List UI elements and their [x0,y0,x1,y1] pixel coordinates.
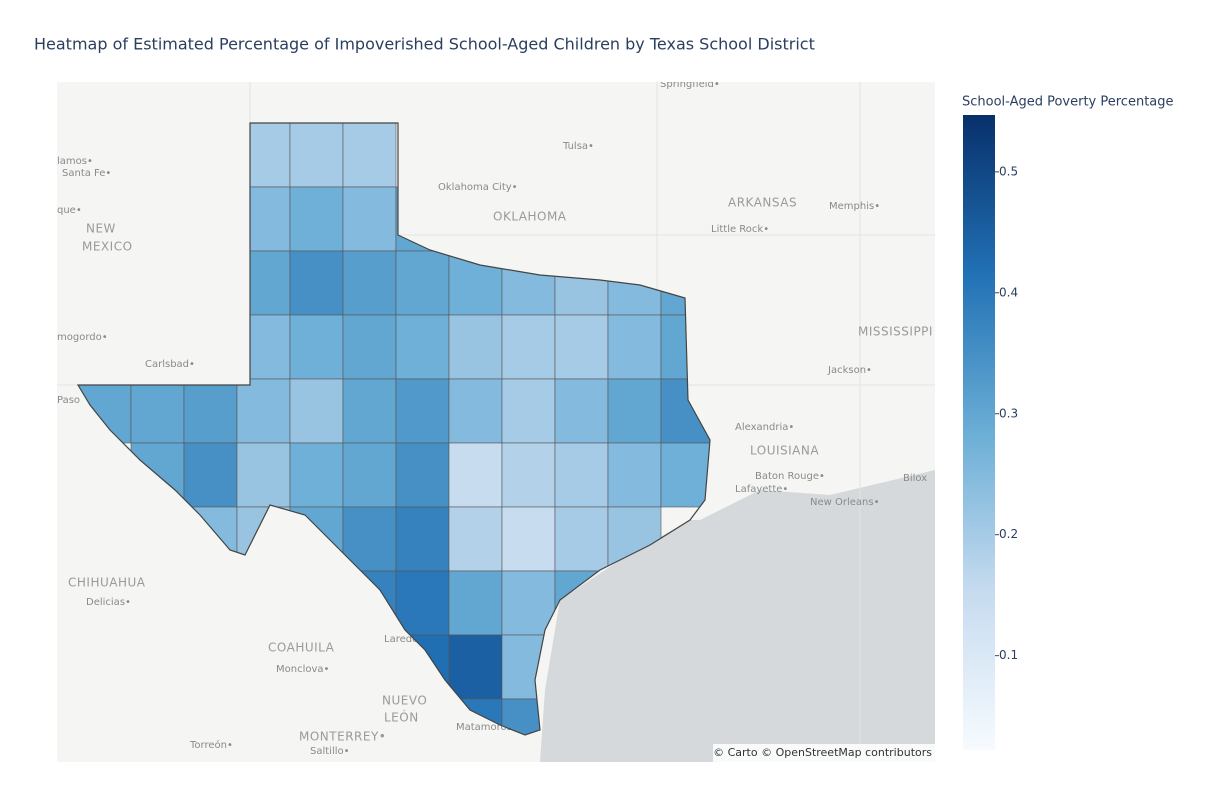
district-cell [501,378,556,444]
district-cell [289,123,344,188]
place-label: New Orleans• [810,497,879,508]
district-cell [448,570,503,636]
colorbar-tick-label: 0.1 [999,648,1018,662]
district-cell [395,250,450,316]
place-label: Laredo [384,634,418,645]
district-cell [554,506,609,572]
place-label: Lafayette• [735,484,788,495]
district-cell [289,250,344,316]
district-cell [501,570,556,636]
district-cell [607,314,662,380]
place-label: Memphis• [829,201,880,212]
place-label: LOUISIANA [750,444,819,458]
district-cell [448,314,503,380]
place-label: Delicias• [86,597,131,608]
place-label: Baton Rouge• [755,471,825,482]
place-label: Tulsa• [562,141,594,152]
place-label: Saltillo• [310,746,350,757]
place-label: OKLAHOMA [493,210,567,224]
district-cell [554,314,609,380]
district-cell [554,442,609,508]
place-label: que• [57,205,82,216]
district-cell [289,378,344,444]
colorbar [963,115,995,750]
colorbar-title: School-Aged Poverty Percentage [962,95,1174,110]
district-cell [501,442,556,508]
place-label: Monclova• [276,664,329,675]
attribution: © Carto © OpenStreetMap contributors [713,746,932,759]
colorbar-tick-label: 0.2 [999,527,1018,541]
place-label: ARKANSAS [728,196,797,210]
place-label: Oklahoma City• [438,182,518,193]
district-cell [395,506,450,572]
place-label: MEXICO [82,240,133,254]
district-cell [130,378,185,444]
district-cell [395,378,450,444]
place-label: CHIHUAHUA [68,576,146,590]
district-cell [501,314,556,380]
map: Springfield• Tulsa• Oklahoma City• OKLAHOMA… [57,79,935,762]
district-cell [236,442,291,508]
place-label: Carlsbad• [145,359,195,370]
district-cell [236,378,291,444]
place-label: Torreón• [189,739,233,751]
place-label: Matamoros [456,722,512,733]
place-label: NEW [86,222,116,236]
district-cell [448,378,503,444]
place-label: Bilox [903,473,927,484]
district-cell [607,378,662,444]
district-cell [554,378,609,444]
district-cell [501,506,556,572]
district-cell [448,506,503,572]
district-cell [342,506,397,572]
place-label: Santa Fe• [62,168,111,179]
place-label: mogordo• [57,332,108,343]
district-cell [183,378,238,444]
place-label: Alexandria• [735,422,794,433]
district-cell [289,442,344,508]
district-cell [660,442,710,508]
district-cell [395,570,450,636]
district-cell [289,314,344,380]
chart-title: Heatmap of Estimated Percentage of Impov… [34,35,815,54]
place-label: Springfield• [660,79,720,90]
district-cell [395,442,450,508]
place-label: NUEVO [382,694,427,708]
district-cell [448,634,503,700]
place-label: Paso [57,395,80,406]
district-cell [342,250,397,316]
district-cell [395,314,450,380]
district-cell [289,186,344,252]
place-label: lamos• [57,156,93,167]
place-label: MISSISSIPPI [858,325,933,339]
attribution-bg [713,744,935,762]
district-cell [183,442,238,508]
district-cell [448,442,503,508]
colorbar-tick-label: 0.4 [999,285,1018,299]
place-label: COAHUILA [268,641,335,655]
place-label: LEÓN [384,710,419,725]
colorbar-tick-label: 0.3 [999,406,1018,420]
district-cell [342,314,397,380]
place-label: Little Rock• [711,224,769,235]
place-label: MONTERREY• [299,730,386,744]
district-cell [342,378,397,444]
colorbar-tick-label: 0.5 [999,164,1018,178]
place-label: Jackson• [827,365,872,376]
district-cell [342,123,397,188]
district-cell [607,442,662,508]
gulf [540,470,935,762]
district-cell [342,442,397,508]
district-cell [342,186,397,252]
